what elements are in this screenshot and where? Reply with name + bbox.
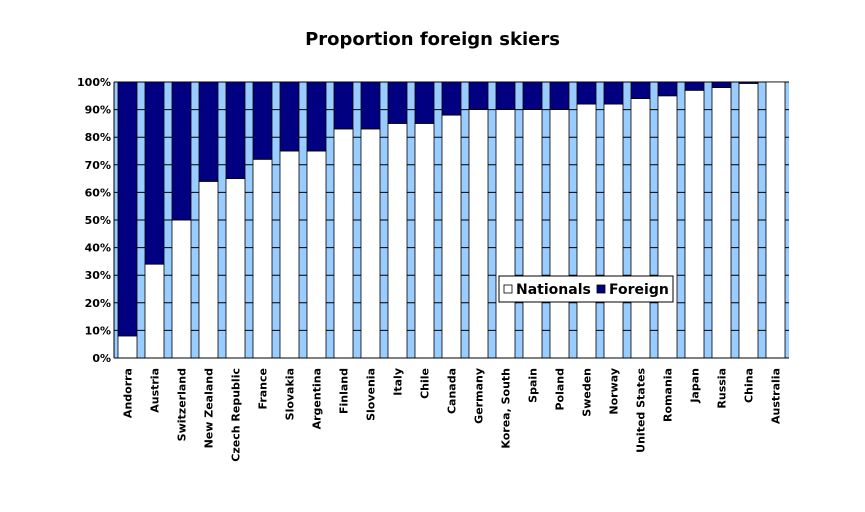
y-tick-labels: 0% 10% 20% 30% 40% 50% 60% 70% 80% 90% 100%: [77, 76, 111, 365]
bar-foreign: [144, 81, 165, 265]
bar-foreign: [684, 81, 705, 91]
y-tick-label: 40%: [85, 242, 111, 255]
y-tick-label: 50%: [85, 214, 111, 227]
x-tick-label: Chile: [419, 368, 432, 399]
x-tick-label: Germany: [473, 368, 486, 424]
bar-foreign: [603, 81, 624, 105]
x-tick-label: Canada: [446, 368, 459, 414]
y-tick-label: 10%: [85, 324, 111, 337]
bar-nationals: [630, 98, 651, 359]
y-tick-label: 20%: [85, 297, 111, 310]
bar-foreign: [117, 81, 138, 337]
bar-nationals: [765, 81, 786, 359]
bar-foreign: [225, 81, 246, 179]
bar-foreign: [441, 81, 462, 116]
bar-nationals: [549, 109, 570, 359]
x-tick-label: Czech Republic: [230, 368, 243, 462]
x-tick-label: Italy: [392, 368, 405, 396]
bar-nationals: [306, 150, 327, 359]
bar-foreign: [171, 81, 192, 221]
y-tick-label: 70%: [85, 159, 111, 172]
x-tick-label: Argentina: [311, 368, 324, 429]
x-tick-label: Poland: [554, 368, 567, 411]
bar-foreign: [576, 81, 597, 105]
x-tick-label: Romania: [662, 368, 675, 422]
bar-nationals: [117, 335, 138, 359]
x-tick-label: Finland: [338, 368, 351, 414]
x-tick-label: United States: [635, 368, 648, 453]
bar-nationals: [441, 114, 462, 359]
x-tick-label: China: [743, 368, 756, 403]
bar-nationals: [252, 158, 273, 359]
bar-foreign: [738, 81, 759, 84]
bar-foreign: [468, 81, 489, 111]
x-tick-labels: Andorra Austria Switzerland New Zealand Czec…: [122, 368, 783, 462]
bar-foreign: [522, 81, 543, 111]
bar-nationals: [387, 123, 408, 359]
chart-title: Proportion foreign skiers: [305, 29, 560, 50]
bar-foreign: [333, 81, 354, 130]
bar-nationals: [198, 180, 219, 359]
x-tick-label: Korea, South: [500, 368, 513, 449]
y-tick-label: 80%: [85, 131, 111, 144]
legend-label-nationals: Nationals: [516, 282, 591, 298]
x-tick-label: Slovenia: [365, 368, 378, 421]
bar-nationals: [657, 95, 678, 359]
bar-nationals: [360, 128, 381, 359]
bar-foreign: [549, 81, 570, 111]
legend-swatch-nationals: [503, 284, 513, 294]
bar-nationals: [576, 103, 597, 359]
x-tick-label: Austria: [149, 368, 162, 413]
x-tick-label: New Zealand: [203, 368, 216, 448]
bar-nationals: [225, 178, 246, 359]
bar-nationals: [144, 263, 165, 359]
y-tick-label: 100%: [77, 76, 111, 89]
y-tick-label: 0%: [92, 352, 111, 365]
x-tick-label: Australia: [770, 368, 783, 424]
x-tick-label: Slovakia: [284, 368, 297, 420]
bar-foreign: [711, 81, 732, 88]
bar-foreign: [279, 81, 300, 152]
bar-nationals: [684, 89, 705, 359]
y-tick-label: 60%: [85, 186, 111, 199]
bar-foreign: [360, 81, 381, 130]
x-tick-label: Spain: [527, 368, 540, 403]
bar-nationals: [711, 87, 732, 359]
x-tick-label: Russia: [716, 368, 729, 409]
bar-foreign: [252, 81, 273, 160]
x-tick-label: Japan: [689, 368, 702, 404]
bar-foreign: [414, 81, 435, 124]
x-tick-label: Sweden: [581, 368, 594, 417]
legend: Nationals Foreign: [498, 275, 674, 303]
bar-nationals: [603, 103, 624, 359]
y-tick-label: 30%: [85, 269, 111, 282]
bar-foreign: [630, 81, 651, 99]
bar-foreign: [198, 81, 219, 182]
legend-swatch-foreign: [596, 284, 606, 294]
bar-foreign: [387, 81, 408, 124]
bar-foreign: [495, 81, 516, 111]
legend-box: [498, 275, 674, 303]
y-tick-label: 90%: [85, 104, 111, 117]
bar-nationals: [468, 109, 489, 359]
bar-nationals: [738, 82, 759, 359]
x-tick-label: Andorra: [122, 368, 135, 418]
legend-label-foreign: Foreign: [609, 282, 669, 298]
x-tick-label: France: [257, 368, 270, 409]
x-tick-label: Norway: [608, 368, 621, 415]
x-tick-label: Switzerland: [176, 368, 189, 441]
bar-nationals: [522, 109, 543, 359]
bar-nationals: [333, 128, 354, 359]
bar-nationals: [414, 123, 435, 359]
bar-nationals: [171, 219, 192, 359]
bar-foreign: [306, 81, 327, 152]
bar-nationals: [279, 150, 300, 359]
bars: [117, 81, 786, 359]
bar-nationals: [495, 109, 516, 359]
bar-foreign: [657, 81, 678, 97]
